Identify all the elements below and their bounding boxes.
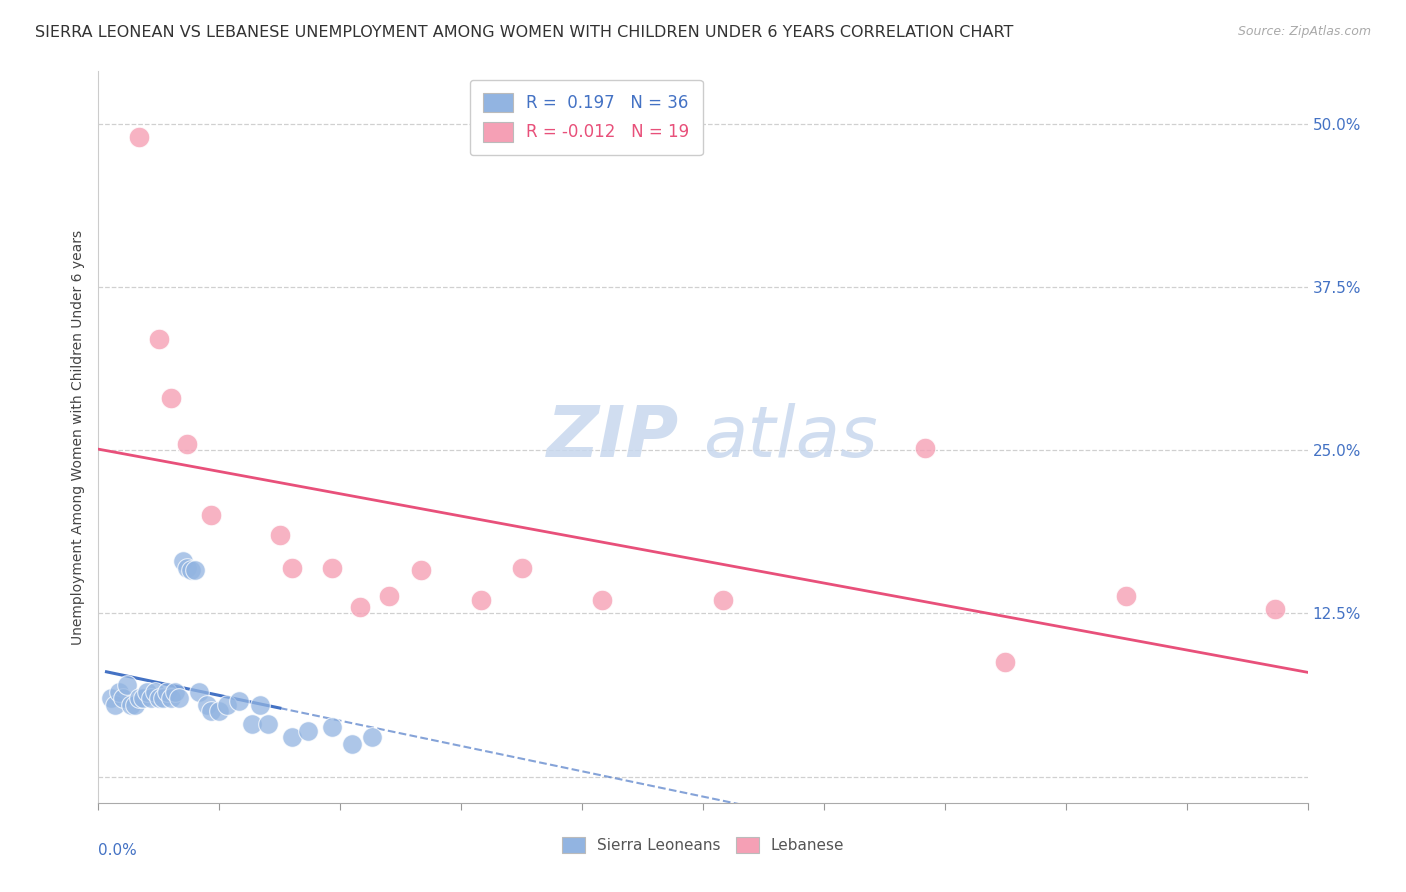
Point bbox=[510, 560, 533, 574]
Point bbox=[148, 691, 170, 706]
Point bbox=[249, 698, 271, 712]
Point bbox=[1115, 590, 1137, 604]
Point bbox=[914, 441, 936, 455]
Point bbox=[128, 129, 150, 144]
Point bbox=[107, 685, 129, 699]
Point bbox=[152, 691, 174, 706]
Point bbox=[217, 698, 239, 712]
Point bbox=[342, 737, 364, 751]
Point bbox=[156, 685, 179, 699]
Point bbox=[132, 691, 155, 706]
Point bbox=[160, 691, 183, 706]
Point bbox=[195, 698, 218, 712]
Text: atlas: atlas bbox=[703, 402, 877, 472]
Point bbox=[208, 705, 231, 719]
Point bbox=[135, 685, 157, 699]
Point bbox=[124, 698, 146, 712]
Point bbox=[167, 691, 190, 706]
Point bbox=[200, 508, 222, 523]
Point bbox=[361, 731, 384, 745]
Text: Source: ZipAtlas.com: Source: ZipAtlas.com bbox=[1237, 25, 1371, 38]
Point bbox=[240, 717, 263, 731]
Point bbox=[321, 720, 343, 734]
Point bbox=[128, 691, 150, 706]
Point bbox=[269, 528, 291, 542]
Point bbox=[1264, 602, 1286, 616]
Point bbox=[111, 691, 134, 706]
Point bbox=[139, 691, 162, 706]
Point bbox=[184, 563, 207, 577]
Point bbox=[176, 560, 198, 574]
Legend: Sierra Leoneans, Lebanese: Sierra Leoneans, Lebanese bbox=[554, 830, 852, 861]
Point bbox=[711, 593, 734, 607]
Y-axis label: Unemployment Among Women with Children Under 6 years: Unemployment Among Women with Children U… bbox=[72, 229, 86, 645]
Point bbox=[256, 717, 278, 731]
Point bbox=[143, 685, 166, 699]
Point bbox=[228, 694, 250, 708]
Point bbox=[100, 691, 122, 706]
Point bbox=[297, 723, 319, 738]
Point bbox=[180, 563, 202, 577]
Point bbox=[321, 560, 343, 574]
Point bbox=[281, 731, 304, 745]
Point bbox=[103, 698, 125, 712]
Point bbox=[377, 590, 399, 604]
Text: 0.0%: 0.0% bbox=[98, 843, 138, 858]
Point bbox=[163, 685, 186, 699]
Point bbox=[994, 655, 1017, 669]
Point bbox=[200, 705, 222, 719]
Point bbox=[188, 685, 211, 699]
Point bbox=[115, 678, 138, 692]
Point bbox=[148, 332, 170, 346]
Point bbox=[120, 698, 142, 712]
Point bbox=[409, 563, 432, 577]
Text: ZIP: ZIP bbox=[547, 402, 679, 472]
Point bbox=[591, 593, 613, 607]
Text: SIERRA LEONEAN VS LEBANESE UNEMPLOYMENT AMONG WOMEN WITH CHILDREN UNDER 6 YEARS : SIERRA LEONEAN VS LEBANESE UNEMPLOYMENT … bbox=[35, 25, 1014, 40]
Point bbox=[281, 560, 304, 574]
Point bbox=[349, 599, 371, 614]
Point bbox=[470, 593, 492, 607]
Point bbox=[160, 391, 183, 405]
Point bbox=[172, 554, 194, 568]
Point bbox=[176, 436, 198, 450]
